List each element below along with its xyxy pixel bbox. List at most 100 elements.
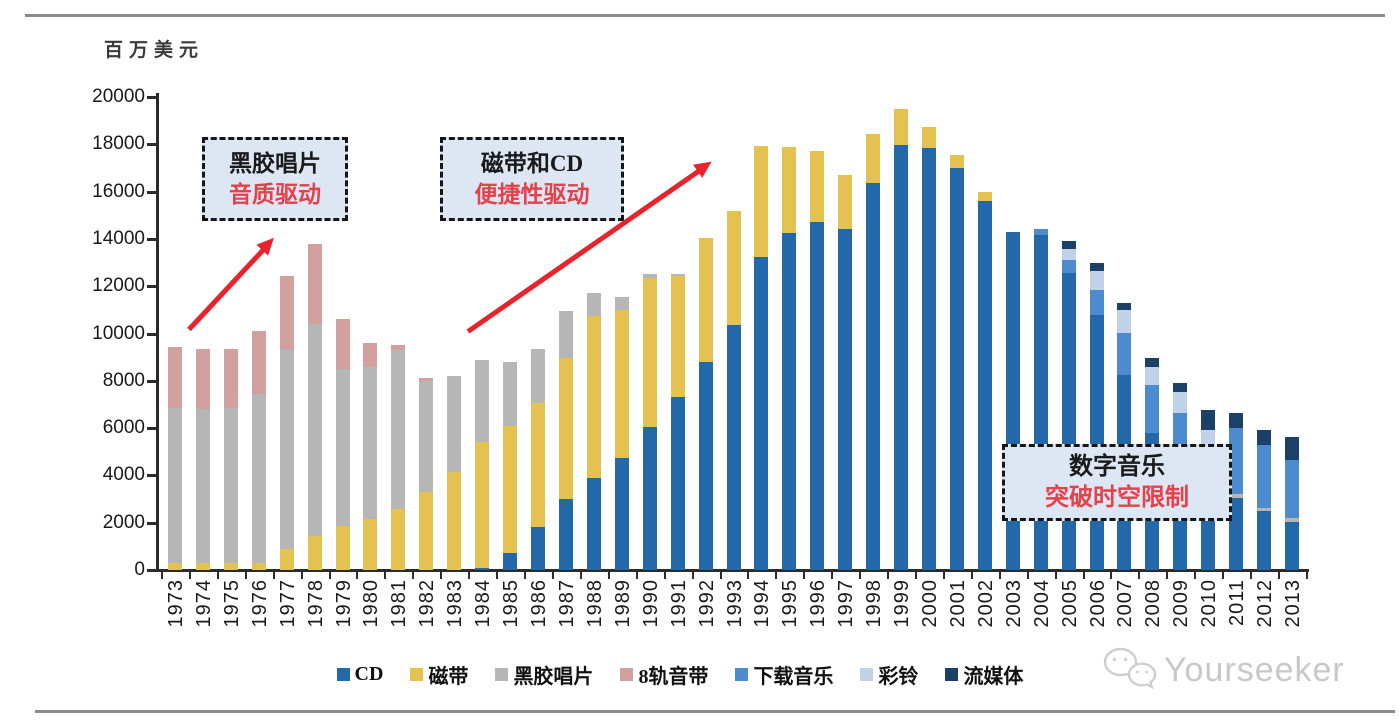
x-axis-label-text: 1975 (220, 579, 243, 628)
x-axis-label-text: 1993 (723, 579, 746, 628)
黑胶唱片-segment (307, 324, 322, 536)
legend-item-下载音乐: 下载音乐 (735, 660, 833, 689)
CD-segment (1061, 272, 1076, 570)
legend-label: 磁带 (428, 665, 469, 688)
磁带-segment (531, 403, 546, 528)
黑胶唱片-segment (642, 274, 657, 278)
bar-1974 (195, 348, 210, 570)
y-axis-tick-label: 20000 (92, 86, 145, 107)
黑胶唱片-segment (251, 393, 266, 563)
legend-item-黑胶唱片: 黑胶唱片 (495, 660, 593, 689)
x-axis-tick (831, 572, 834, 579)
legend-swatch (336, 667, 350, 681)
磁带-segment (447, 471, 462, 570)
x-axis-label-text: 2004 (1030, 579, 1053, 628)
bar-1984 (475, 359, 490, 570)
x-axis-tick (663, 572, 666, 579)
磁带-segment (558, 358, 573, 500)
y-axis-tick (147, 474, 156, 478)
CD-segment (558, 499, 573, 570)
流媒体-segment (1173, 383, 1188, 392)
流媒体-segment (1229, 412, 1244, 429)
磁带-segment (475, 442, 490, 568)
黑胶唱片-segment (168, 408, 182, 563)
annotation-digital-era: 数字音乐 突破时空限制 (1002, 444, 1232, 521)
x-axis-tick (524, 572, 527, 579)
黑胶唱片-segment (670, 274, 685, 277)
下载音乐-segment (1257, 444, 1272, 509)
bar-1982 (419, 378, 434, 570)
top-divider (25, 14, 1385, 17)
磁带-segment (586, 315, 601, 478)
annotation-title: 磁带和CD (480, 151, 584, 176)
彩铃-segment (1061, 249, 1076, 260)
legend-item-8轨音带: 8轨音带 (620, 660, 708, 689)
流媒体-segment (1201, 409, 1216, 431)
黑胶唱片-segment (419, 380, 434, 492)
CD-segment (754, 256, 769, 570)
x-axis-label-text: 1998 (863, 579, 886, 628)
x-axis-tick (747, 572, 750, 579)
x-axis-tick (579, 572, 582, 579)
黑胶唱片-segment (195, 409, 210, 563)
x-axis-tick (635, 572, 638, 579)
磁带-segment (838, 175, 853, 230)
磁带-segment (949, 154, 964, 168)
x-axis-label-text: 1987 (555, 579, 578, 628)
流媒体-segment (1061, 240, 1076, 250)
legend-swatch (495, 667, 509, 681)
CD-segment (531, 527, 546, 570)
x-axis-tick (551, 572, 554, 579)
x-axis-tick (300, 572, 303, 579)
x-axis-tick (775, 572, 778, 579)
x-axis-label-text: 2008 (1142, 579, 1165, 628)
x-axis-label-text: 2003 (1002, 579, 1025, 628)
y-axis-tick (147, 143, 156, 147)
x-axis-tick (188, 572, 191, 579)
x-axis-label-text: 1994 (751, 579, 774, 628)
legend-label: 下载音乐 (753, 665, 834, 688)
8轨音带-segment (279, 275, 294, 349)
磁带-segment (670, 276, 685, 397)
流媒体-segment (1117, 303, 1132, 310)
bar-1977 (279, 275, 294, 570)
CD-segment (1089, 314, 1104, 570)
黑胶唱片-segment (279, 348, 294, 549)
y-axis-tick (147, 190, 156, 194)
CD-segment (949, 167, 964, 570)
黑胶唱片-segment (223, 408, 238, 563)
x-axis-tick (998, 572, 1001, 579)
plot-area (155, 97, 1307, 570)
bar-1997 (838, 175, 853, 570)
bar-1975 (223, 348, 238, 570)
x-axis-label-text: 1981 (388, 579, 411, 628)
磁带-segment (419, 491, 434, 570)
x-axis-tick (1194, 572, 1197, 579)
x-axis-label-text: 2002 (974, 579, 997, 628)
y-axis-tick-label: 14000 (92, 227, 145, 249)
x-axis-tick (803, 572, 806, 579)
磁带-segment (977, 191, 992, 202)
CD-segment (614, 457, 629, 570)
x-axis-tick (1054, 572, 1057, 579)
x-axis-tick (356, 572, 359, 579)
磁带-segment (614, 309, 629, 458)
CD-segment (670, 396, 685, 570)
CD-segment (586, 477, 601, 570)
x-axis-tick (859, 572, 862, 579)
磁带-segment (168, 562, 182, 570)
x-axis-label-text: 2012 (1254, 579, 1277, 628)
x-axis-tick (887, 572, 890, 579)
CD-segment (1257, 510, 1272, 570)
x-axis-label-text: 1990 (639, 579, 662, 628)
bar-1976 (251, 331, 266, 570)
x-axis-label-text: 1991 (667, 579, 690, 628)
x-axis-tick (412, 572, 415, 579)
x-axis-tick (1026, 572, 1029, 579)
x-axis-tick (161, 572, 163, 579)
黑胶唱片-segment (503, 361, 518, 426)
bar-1992 (698, 237, 713, 570)
8轨音带-segment (195, 348, 210, 410)
y-axis-tick-label: 16000 (92, 180, 145, 202)
bar-2006 (1089, 263, 1104, 570)
